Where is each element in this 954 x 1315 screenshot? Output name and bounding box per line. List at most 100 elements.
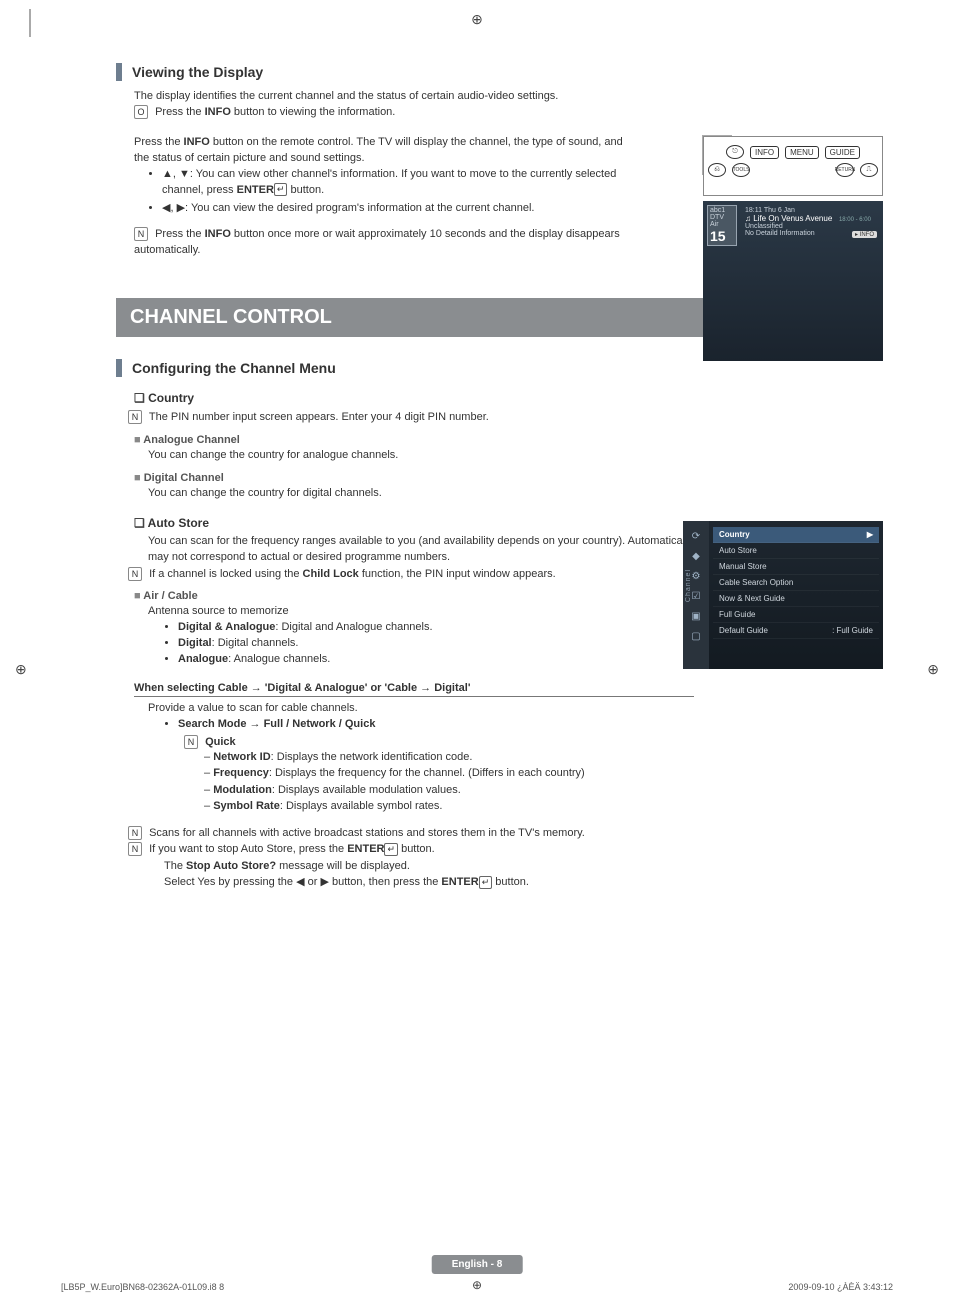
press-info-text: Press the INFO button to viewing the inf… (155, 106, 395, 118)
section-title-channel-menu: Configuring the Channel Menu (116, 359, 898, 377)
osd-item-manualstore: Manual Store (713, 559, 879, 575)
footer-timestamp: 2009-09-10 ¿ÀÈÄ 3:43:12 (788, 1282, 893, 1292)
s3b: ENTER (441, 876, 478, 888)
d3b: : Displays available modulation values. (272, 784, 461, 796)
remote-return-btn: RETURN (836, 163, 854, 177)
quick-dash-list: Network ID: Displays the network identif… (204, 749, 898, 815)
d4b: : Displays available symbol rates. (280, 800, 443, 812)
subhead-digital: Digital Channel (134, 472, 898, 484)
enter-icon (274, 183, 288, 196)
quick-label: Quick (205, 736, 236, 748)
osd-i6: Default Guide (719, 626, 768, 635)
osd-item-cablesearch: Cable Search Option (713, 575, 879, 591)
s1c: button. (398, 843, 435, 855)
note-icon: N (128, 842, 142, 856)
section-title-viewing-display: Viewing the Display (116, 63, 898, 81)
info-bold: INFO (205, 106, 231, 118)
osd-prog: Life On Venus Avenue (753, 214, 832, 223)
stop-note-2: The Stop Auto Store? message will be dis… (164, 858, 864, 875)
nav-bullets: ▲, ▼: You can view other channel's infor… (148, 167, 648, 217)
osd-i6v: : Full Guide (832, 626, 873, 635)
country-note-text: The PIN number input screen appears. Ent… (149, 411, 489, 423)
aircable-text: Antenna source to memorize (148, 604, 708, 620)
remote-row-2: ⎌ TOOLS RETURN ⎍ (708, 163, 878, 177)
remote-guide-btn: GUIDE (825, 146, 860, 159)
quick-line: N Quick (184, 735, 898, 749)
intro-text: The display identifies the current chann… (134, 89, 634, 105)
n2b: INFO (205, 228, 231, 240)
remote-small-3: ⎍ (860, 163, 878, 177)
scan-note: N Scans for all channels with active bro… (148, 825, 848, 842)
crop-corner (29, 9, 31, 37)
osd-sel-text: Country (719, 530, 750, 539)
an-b: Child Lock (303, 568, 359, 580)
d3a: Modulation (213, 784, 272, 796)
d2a: Frequency (213, 767, 269, 779)
osd-channel-box: abc1 DTV Air 15 (707, 205, 737, 246)
an-a: If a channel is locked using the (149, 568, 302, 580)
dash-modulation: Modulation: Displays available modulatio… (204, 782, 898, 799)
sidebar-icon-2: ◆ (689, 549, 703, 563)
note-icon: N (184, 735, 198, 749)
reg-mark-right (927, 661, 939, 678)
b1a: ▲, ▼: You can view other channel's infor… (162, 168, 616, 196)
b1c: button. (287, 184, 324, 196)
osd-tab-label: Channel (685, 569, 692, 602)
note-icon: N (128, 826, 142, 840)
s3a: Select Yes by pressing the ◀ or ▶ button… (164, 876, 441, 888)
an-c: function, the PIN input window appears. (359, 568, 556, 580)
sidebar-icon-1: ⟳ (689, 529, 703, 543)
enter-icon (479, 876, 493, 889)
enter-icon (384, 843, 398, 856)
footer-filename: [LB5P_W.Euro]BN68-02362A-01L09.i8 8 (61, 1282, 224, 1292)
ac1b: : Digital and Analogue channels. (275, 621, 432, 633)
osd-item-country: Country (713, 527, 879, 543)
remote-icon: O (134, 105, 148, 119)
para2: Press the INFO button on the remote cont… (134, 135, 634, 167)
press-info-line: O Press the INFO button to viewing the i… (134, 105, 634, 121)
search-mode-bullet: Search Mode → Full / Network / Quick (164, 717, 898, 733)
osd-sub: Unclassified (745, 223, 871, 230)
note-icon: N (134, 227, 148, 241)
remote-info-btn: INFO (750, 146, 779, 159)
osd-channel-number: 15 (710, 228, 734, 244)
osd-program-title: ♫ Life On Venus Avenue 18:00 - 6:00 (745, 214, 871, 223)
osd-item-fullguide: Full Guide (713, 607, 879, 623)
osd-item-default: Default Guide : Full Guide (713, 623, 879, 639)
s3c: button. (492, 876, 529, 888)
osd-info-badge: ▸ INFO (852, 231, 877, 238)
subhead-country: Country (134, 391, 898, 405)
s2c: message will be displayed. (276, 860, 410, 872)
osd-time: 18:11 Thu 6 Jan (745, 207, 871, 214)
remote-highlight-box (702, 135, 732, 175)
search-mode-item: Search Mode → Full / Network / Quick (178, 717, 898, 733)
search-mode-text: Search Mode → Full / Network / Quick (178, 718, 375, 730)
note-icon: N (128, 567, 142, 581)
osd-info-panel: abc1 DTV Air 15 18:11 Thu 6 Jan ♫ Life O… (703, 201, 883, 361)
osd-item-nownext: Now & Next Guide (713, 591, 879, 607)
d2b: : Displays the frequency for the channel… (269, 767, 585, 779)
dash-frequency: Frequency: Displays the frequency for th… (204, 765, 898, 782)
ac3a: Analogue (178, 653, 228, 665)
stop-note-3: Select Yes by pressing the ◀ or ▶ button… (164, 874, 864, 891)
s2a: The (164, 860, 186, 872)
s1a: If you want to stop Auto Store, press th… (149, 843, 347, 855)
note-disappear: N Press the INFO button once more or wai… (134, 227, 634, 259)
osd-item-autostore: Auto Store (713, 543, 879, 559)
ac1a: Digital & Analogue (178, 621, 275, 633)
osd-src: abc1 (710, 207, 734, 214)
analogue-text: You can change the country for analogue … (148, 448, 708, 464)
s1b: ENTER (347, 843, 384, 855)
enter-bold: ENTER (237, 184, 274, 196)
stop-note-1: N If you want to stop Auto Store, press … (148, 841, 848, 858)
footer-reg-mark (472, 1278, 482, 1292)
info-bold-2: INFO (184, 136, 210, 148)
crop-mark-top (471, 11, 483, 28)
osd-range: 18:00 - 6:00 (839, 217, 871, 223)
dash-networkid: Network ID: Displays the network identif… (204, 749, 898, 766)
remote-tools-btn: TOOLS (732, 163, 750, 177)
manual-page: Viewing the Display The display identifi… (0, 0, 954, 1315)
subhead-analogue: Analogue Channel (134, 434, 898, 446)
sidebar-icon-5: ▣ (689, 609, 703, 623)
country-note: N The PIN number input screen appears. E… (148, 409, 848, 426)
